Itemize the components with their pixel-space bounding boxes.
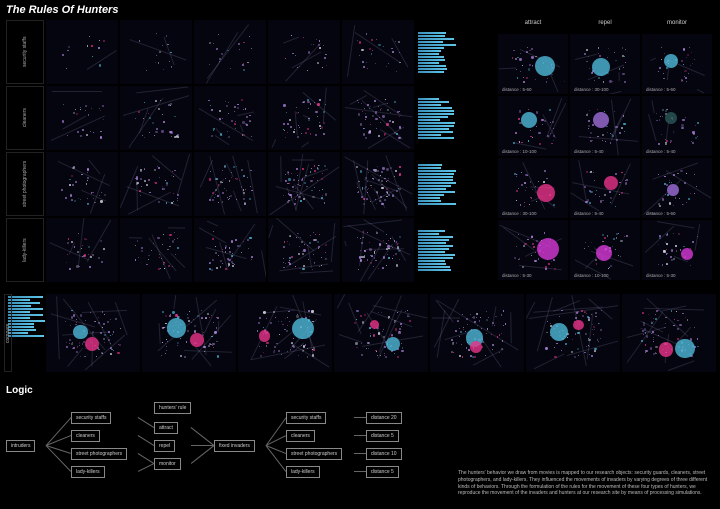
compare-strip: compare — [6, 294, 716, 372]
behavior-cell: distance : 30-100 — [570, 34, 640, 94]
compare-cell — [526, 294, 620, 372]
compare-cell — [334, 294, 428, 372]
logic-box: repel — [154, 440, 175, 452]
logic-box: distance 5 — [366, 466, 399, 478]
sim-cell — [268, 218, 340, 282]
sim-cell — [194, 86, 266, 150]
behavior-cell: distance : 5-60 — [642, 34, 712, 94]
sim-cell — [120, 152, 192, 216]
distance-label: distance : 5-30 — [646, 273, 676, 278]
compare-cell — [142, 294, 236, 372]
behavior-header: monitor — [642, 20, 712, 32]
behavior-cell: distance : 5-40 — [570, 96, 640, 156]
sim-cell — [268, 152, 340, 216]
distance-label: distance : 5-60 — [646, 211, 676, 216]
logic-box: distance 10 — [366, 448, 402, 460]
description-text: The hunters' behavior we draw from movie… — [458, 470, 714, 497]
sim-cell — [342, 86, 414, 150]
sim-cell — [268, 20, 340, 84]
logic-title: Logic — [6, 385, 714, 396]
row-label: security staffs — [6, 20, 44, 84]
sim-cell — [120, 20, 192, 84]
behavior-cell: distance : 5-30 — [498, 220, 568, 280]
behavior-cell: distance : 5-40 — [642, 96, 712, 156]
sim-cell — [46, 218, 118, 282]
compare-cell — [238, 294, 332, 372]
logic-box: intruders — [6, 440, 35, 452]
logic-box: security staffs — [71, 412, 111, 424]
row-label: lady-killers — [6, 218, 44, 282]
logic-box: cleaners — [71, 430, 100, 442]
distance-label: distance : 5-60 — [502, 87, 532, 92]
logic-box: street photographers — [71, 448, 127, 460]
distance-label: distance : 5-40 — [574, 149, 604, 154]
logic-box: lady-killers — [286, 466, 320, 478]
compare-cell — [46, 294, 140, 372]
sim-cell — [120, 86, 192, 150]
bar-column — [416, 86, 488, 150]
bar-column — [416, 218, 488, 282]
sim-cell — [342, 218, 414, 282]
logic-box: cleaners — [286, 430, 315, 442]
row-label: cleaners — [6, 86, 44, 150]
behavior-header: attract — [498, 20, 568, 32]
distance-label: distance : 10-100 — [502, 149, 537, 154]
logic-box: distance 5 — [366, 430, 399, 442]
behavior-cell: distance : 5-40 — [570, 158, 640, 218]
behavior-cell: distance : 5-60 — [642, 158, 712, 218]
compare-cell — [430, 294, 524, 372]
behavior-grid: attractrepelmonitor distance : 5-60 distan… — [498, 20, 714, 280]
logic-box: distance 20 — [366, 412, 402, 424]
row-label: compare — [4, 294, 12, 372]
distance-label: distance : 10-100 — [574, 273, 609, 278]
page-title: The Rules Of Hunters — [6, 4, 118, 16]
sim-cell — [120, 218, 192, 282]
logic-box: street photographers — [286, 448, 342, 460]
distance-label: distance : 5-30 — [502, 273, 532, 278]
bar-column — [416, 152, 488, 216]
sim-cell — [342, 152, 414, 216]
bar-column — [416, 20, 488, 84]
behavior-cell: distance : 10-100 — [498, 96, 568, 156]
sim-cell — [194, 152, 266, 216]
compare-cell — [622, 294, 716, 372]
behavior-cell: distance : 5-60 — [498, 34, 568, 94]
logic-box: security staffs — [286, 412, 326, 424]
distance-label: distance : 5-60 — [646, 87, 676, 92]
sim-cell — [194, 20, 266, 84]
behavior-cell: distance : 30-100 — [498, 158, 568, 218]
sim-cell — [46, 152, 118, 216]
behavior-header: repel — [570, 20, 640, 32]
behavior-cell: distance : 10-100 — [570, 220, 640, 280]
distance-label: distance : 30-100 — [502, 211, 537, 216]
sim-cell — [194, 218, 266, 282]
logic-box: hunters' rule — [154, 402, 191, 414]
main-simulation-grid: security staffscleanersstreet photograph… — [6, 20, 488, 282]
sim-cell — [342, 20, 414, 84]
sim-cell — [268, 86, 340, 150]
sim-cell — [46, 20, 118, 84]
distance-label: distance : 5-40 — [646, 149, 676, 154]
distance-label: distance : 30-100 — [574, 87, 609, 92]
distance-label: distance : 5-40 — [574, 211, 604, 216]
sim-cell — [46, 86, 118, 150]
row-label: street photographers — [6, 152, 44, 216]
logic-box: attract — [154, 422, 178, 434]
logic-box: fixed invaders — [214, 440, 255, 452]
logic-box: lady-killers — [71, 466, 105, 478]
behavior-cell: distance : 5-30 — [642, 220, 712, 280]
logic-box: monitor — [154, 458, 181, 470]
